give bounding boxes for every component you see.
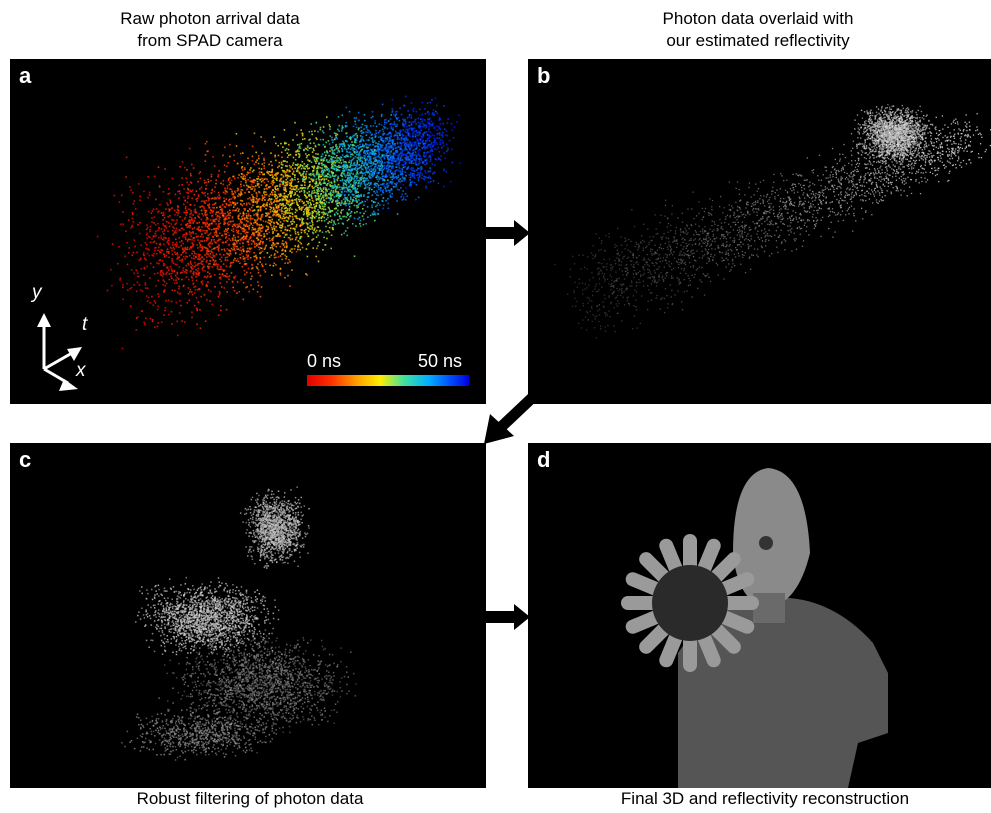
axis-triad-icon bbox=[37, 313, 82, 391]
arrow-right-icon-c-to-d bbox=[486, 604, 530, 630]
panel-letter-d: d bbox=[537, 447, 551, 472]
axis-label-x: x bbox=[76, 360, 86, 381]
caption-b: Photon data overlaid with our estimated … bbox=[608, 8, 908, 52]
caption-b-line2: our estimated reflectivity bbox=[666, 31, 850, 50]
caption-b-line1: Photon data overlaid with bbox=[662, 9, 854, 28]
colorbar-max-label: 50 ns bbox=[418, 351, 463, 371]
panel-a-raw-photon-data: a 0 ns 50 ns y t x bbox=[10, 59, 486, 404]
panel-c-robust-filtering: c bbox=[10, 443, 486, 788]
colorbar-min-label: 0 ns bbox=[307, 351, 342, 371]
filtered-photon-cloud bbox=[121, 486, 357, 761]
panel-letter-a: a bbox=[19, 63, 32, 88]
caption-a: Raw photon arrival data from SPAD camera bbox=[60, 8, 360, 52]
arrow-right-icon-a-to-b bbox=[486, 220, 530, 246]
reconstruction-image bbox=[621, 468, 888, 788]
axis-label-y: y bbox=[32, 282, 42, 303]
photon-cloud-colored bbox=[96, 95, 462, 350]
time-colorbar bbox=[307, 375, 469, 386]
panel-letter-b: b bbox=[537, 63, 551, 88]
caption-a-line1: Raw photon arrival data bbox=[120, 9, 300, 28]
panel-b-reflectivity-overlay: b bbox=[528, 59, 991, 404]
arrow-diagonal-icon-b-to-c bbox=[484, 392, 538, 444]
axis-label-t: t bbox=[82, 314, 88, 335]
panel-letter-c: c bbox=[19, 447, 32, 472]
photon-cloud-grayscale bbox=[554, 103, 991, 339]
caption-d: Final 3D and reflectivity reconstruction bbox=[620, 789, 910, 808]
caption-c: Robust filtering of photon data bbox=[136, 789, 364, 808]
caption-a-line2: from SPAD camera bbox=[137, 31, 283, 50]
panel-d-final-reconstruction: d bbox=[528, 443, 991, 788]
